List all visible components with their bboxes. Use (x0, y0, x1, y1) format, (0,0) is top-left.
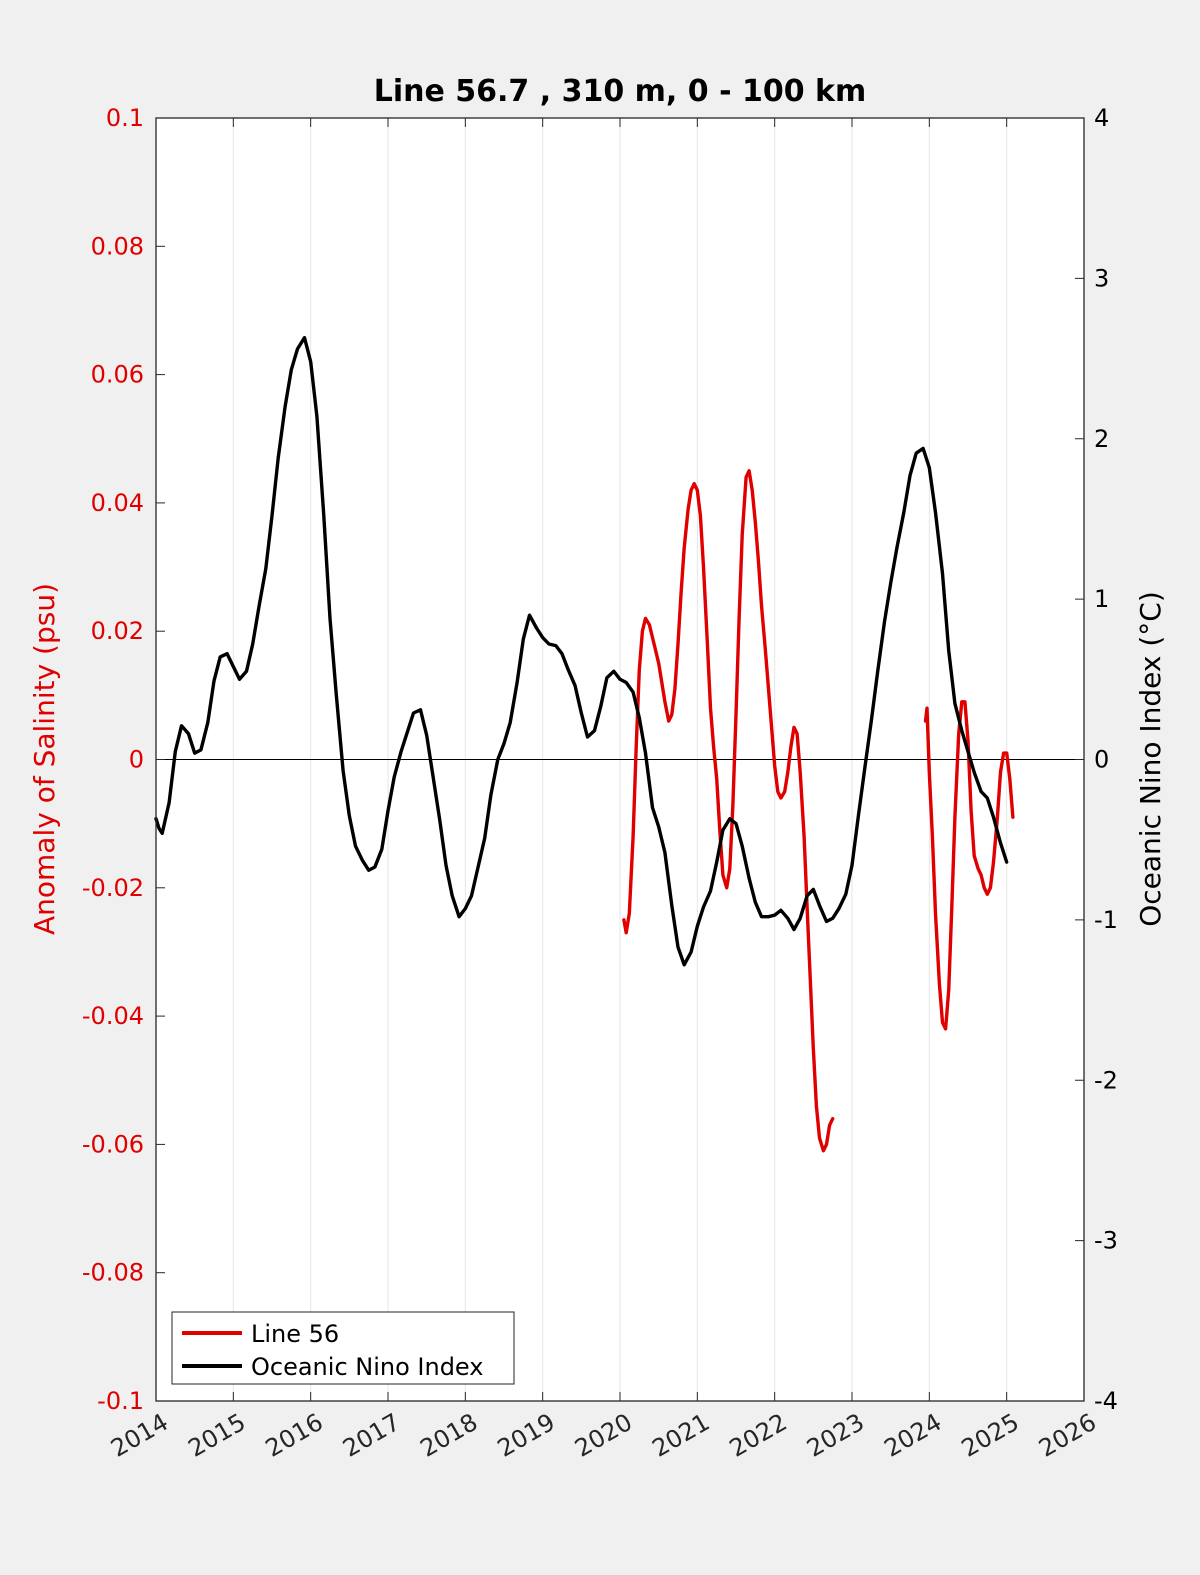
left-tick-label: 0.1 (106, 104, 144, 132)
right-tick-label: -4 (1094, 1387, 1118, 1415)
left-tick-label: -0.04 (82, 1002, 144, 1030)
left-axis-label: Anomaly of Salinity (psu) (28, 583, 61, 935)
legend-box (171, 1311, 515, 1385)
right-tick-label: 0 (1094, 746, 1109, 774)
right-tick-label: 4 (1094, 104, 1109, 132)
legend-label-line56: Line 56 (251, 1320, 339, 1348)
right-tick-label: -3 (1094, 1227, 1118, 1255)
right-tick-label: 2 (1094, 425, 1109, 453)
right-axis-label: Oceanic Nino Index (°C) (1134, 591, 1167, 927)
left-tick-label: 0.02 (91, 617, 144, 645)
left-tick-label: 0.06 (91, 361, 144, 389)
legend-label-oni: Oceanic Nino Index (251, 1353, 483, 1381)
right-tick-label: -1 (1094, 906, 1118, 934)
left-tick-label: -0.1 (97, 1387, 144, 1415)
left-tick-label: -0.06 (82, 1130, 144, 1158)
right-tick-label: -2 (1094, 1066, 1118, 1094)
series-lines (154, 336, 1015, 1153)
left-tick-label: -0.02 (82, 874, 144, 902)
left-tick-label: 0 (129, 746, 144, 774)
legend: Line 56 Oceanic Nino Index (171, 1311, 515, 1385)
left-axis: 0.1 0.08 0.06 0.04 0.02 0 -0.02 -0.04 -0.06 -0.08… (82, 104, 165, 1415)
left-tick-label: -0.08 (82, 1259, 144, 1287)
series-line56-segment-0 (622, 469, 835, 1153)
right-tick-label: 3 (1094, 264, 1109, 292)
series-oni-segment-0 (154, 336, 1009, 967)
right-axis: 4 3 2 1 0 -1 -2 -3 -4 (1075, 104, 1118, 1415)
left-tick-label: 0.08 (91, 232, 144, 260)
chart-title: Line 56.7 , 310 m, 0 - 100 km (374, 74, 867, 109)
right-tick-label: 1 (1094, 585, 1109, 613)
left-tick-label: 0.04 (91, 489, 144, 517)
series-line56-segment-1 (923, 700, 1015, 1031)
